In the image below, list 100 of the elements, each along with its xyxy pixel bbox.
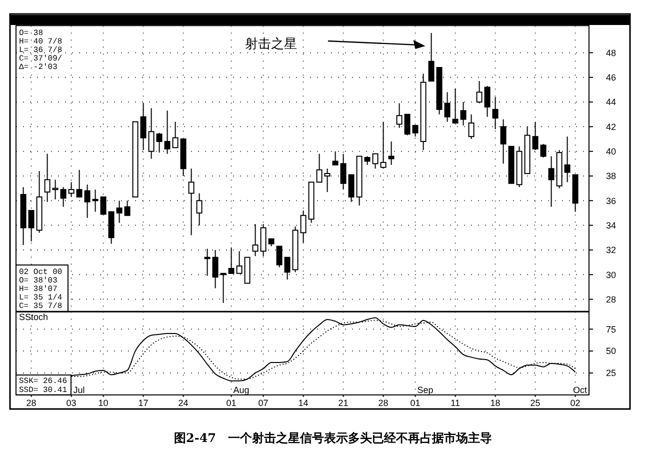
y-tick-label: 40 [606, 146, 616, 156]
candlestick [228, 246, 234, 274]
candlestick [60, 186, 66, 208]
y-tick-label: 34 [606, 220, 616, 230]
annotation: H= 40 7/8 [19, 38, 62, 46]
candlestick [252, 224, 258, 257]
x-tick-label: 18 [490, 398, 500, 408]
annotation: SSK= 26.46 [19, 377, 68, 386]
candlestick [100, 196, 106, 215]
annotation: 02 Oct 00 [19, 268, 62, 277]
candlestick [124, 200, 130, 216]
candlestick [428, 32, 434, 82]
annotation: C= 37'09/ [19, 54, 62, 64]
annotation: SSD= 30.41 [19, 386, 68, 395]
annotation: Oct [572, 384, 588, 395]
x-tick-label: 28 [26, 398, 36, 408]
annotation: Aug [233, 384, 250, 395]
y-tick-label: 50 [606, 346, 616, 356]
candlestick [324, 168, 330, 193]
x-tick-label: 17 [138, 398, 148, 408]
candlestick [532, 121, 538, 151]
x-tick-label: 10 [98, 398, 108, 408]
candlestick [452, 88, 458, 124]
candlestick [372, 153, 378, 170]
candlestick [68, 182, 74, 198]
y-tick-label: 46 [606, 72, 616, 83]
y-tick-label: 30 [606, 270, 616, 280]
annotation: L= 35 1/4 [19, 294, 62, 302]
y-tick-label: 38 [606, 171, 616, 182]
candlestick [28, 210, 34, 242]
candlestick [468, 114, 474, 140]
y-tick-label: 42 [606, 122, 616, 132]
candlestick [380, 121, 386, 170]
candlestick [476, 80, 482, 104]
candlestick [148, 108, 154, 160]
candlestick [140, 102, 146, 151]
candlestick [44, 153, 50, 202]
candlestick [212, 249, 218, 289]
y-tick-label: 25 [606, 368, 616, 378]
annotation: Δ= -2'03 [19, 63, 58, 72]
candlestick [52, 179, 58, 200]
candlestick [404, 114, 410, 136]
candlestick [540, 143, 546, 158]
candlestick [164, 110, 170, 154]
candlestick [316, 153, 322, 183]
candlestick [276, 246, 282, 268]
candlestick [444, 92, 450, 122]
annotation: L= 36 7/8 [19, 46, 62, 55]
x-tick-label: 03 [66, 398, 76, 408]
candlestick [196, 192, 202, 226]
candlestick [284, 256, 290, 280]
y-tick-label: 44 [606, 97, 616, 108]
annotation: C= 35 7/8 [19, 302, 62, 311]
candlestick [548, 156, 554, 208]
candlestick [204, 248, 210, 276]
candlestick [388, 140, 394, 166]
x-tick-label: 25 [530, 398, 540, 408]
y-tick-label: 28 [606, 294, 616, 304]
candlestick [156, 132, 162, 154]
candlestick [84, 184, 90, 218]
x-tick-label: 11 [450, 398, 460, 408]
x-tick-label: 24 [178, 398, 188, 408]
candlestick [492, 96, 498, 130]
candlestick [116, 200, 122, 224]
x-tick-label: 21 [338, 398, 348, 408]
x-tick-label: 01 [410, 398, 420, 408]
annotation: Sep [417, 384, 434, 395]
candlestick [340, 153, 346, 190]
candlestick [500, 118, 506, 164]
candlestick [260, 224, 266, 257]
candlestick [412, 124, 418, 138]
candlestick [348, 174, 354, 202]
y-tick-label: 32 [606, 245, 616, 256]
chart-title: SStoch [19, 312, 48, 322]
candlestick [564, 136, 570, 183]
annotation: H= 38'07 [19, 285, 58, 294]
annotation: 射击之星 [245, 37, 297, 52]
x-tick-label: 28 [378, 398, 388, 408]
x-tick-label: 14 [298, 398, 308, 408]
candlestick [76, 169, 82, 198]
caption: 图2-47 一个射击之星信号表示多头已经不再占据市场主导 [174, 431, 492, 445]
x-tick-label: 01 [226, 398, 236, 408]
candlestick [396, 102, 402, 128]
y-tick-label: 75 [606, 324, 616, 334]
candlestick [300, 210, 306, 244]
candlestick [484, 86, 490, 118]
y-tick-label: 48 [606, 48, 616, 58]
x-tick-label: 07 [258, 398, 268, 408]
candlestick [332, 150, 338, 166]
x-tick-label: 02 [570, 398, 580, 408]
annotation: Jul [73, 384, 85, 395]
y-tick-label: 36 [606, 196, 616, 206]
candlestick [172, 121, 178, 148]
candlestick [188, 168, 194, 236]
annotation: O= 38'03 [19, 276, 58, 286]
annotation: O= 38 [19, 29, 44, 38]
candlestick [236, 250, 242, 274]
candlestick [460, 102, 466, 126]
candlestick [220, 272, 226, 304]
candlestick [92, 189, 98, 212]
